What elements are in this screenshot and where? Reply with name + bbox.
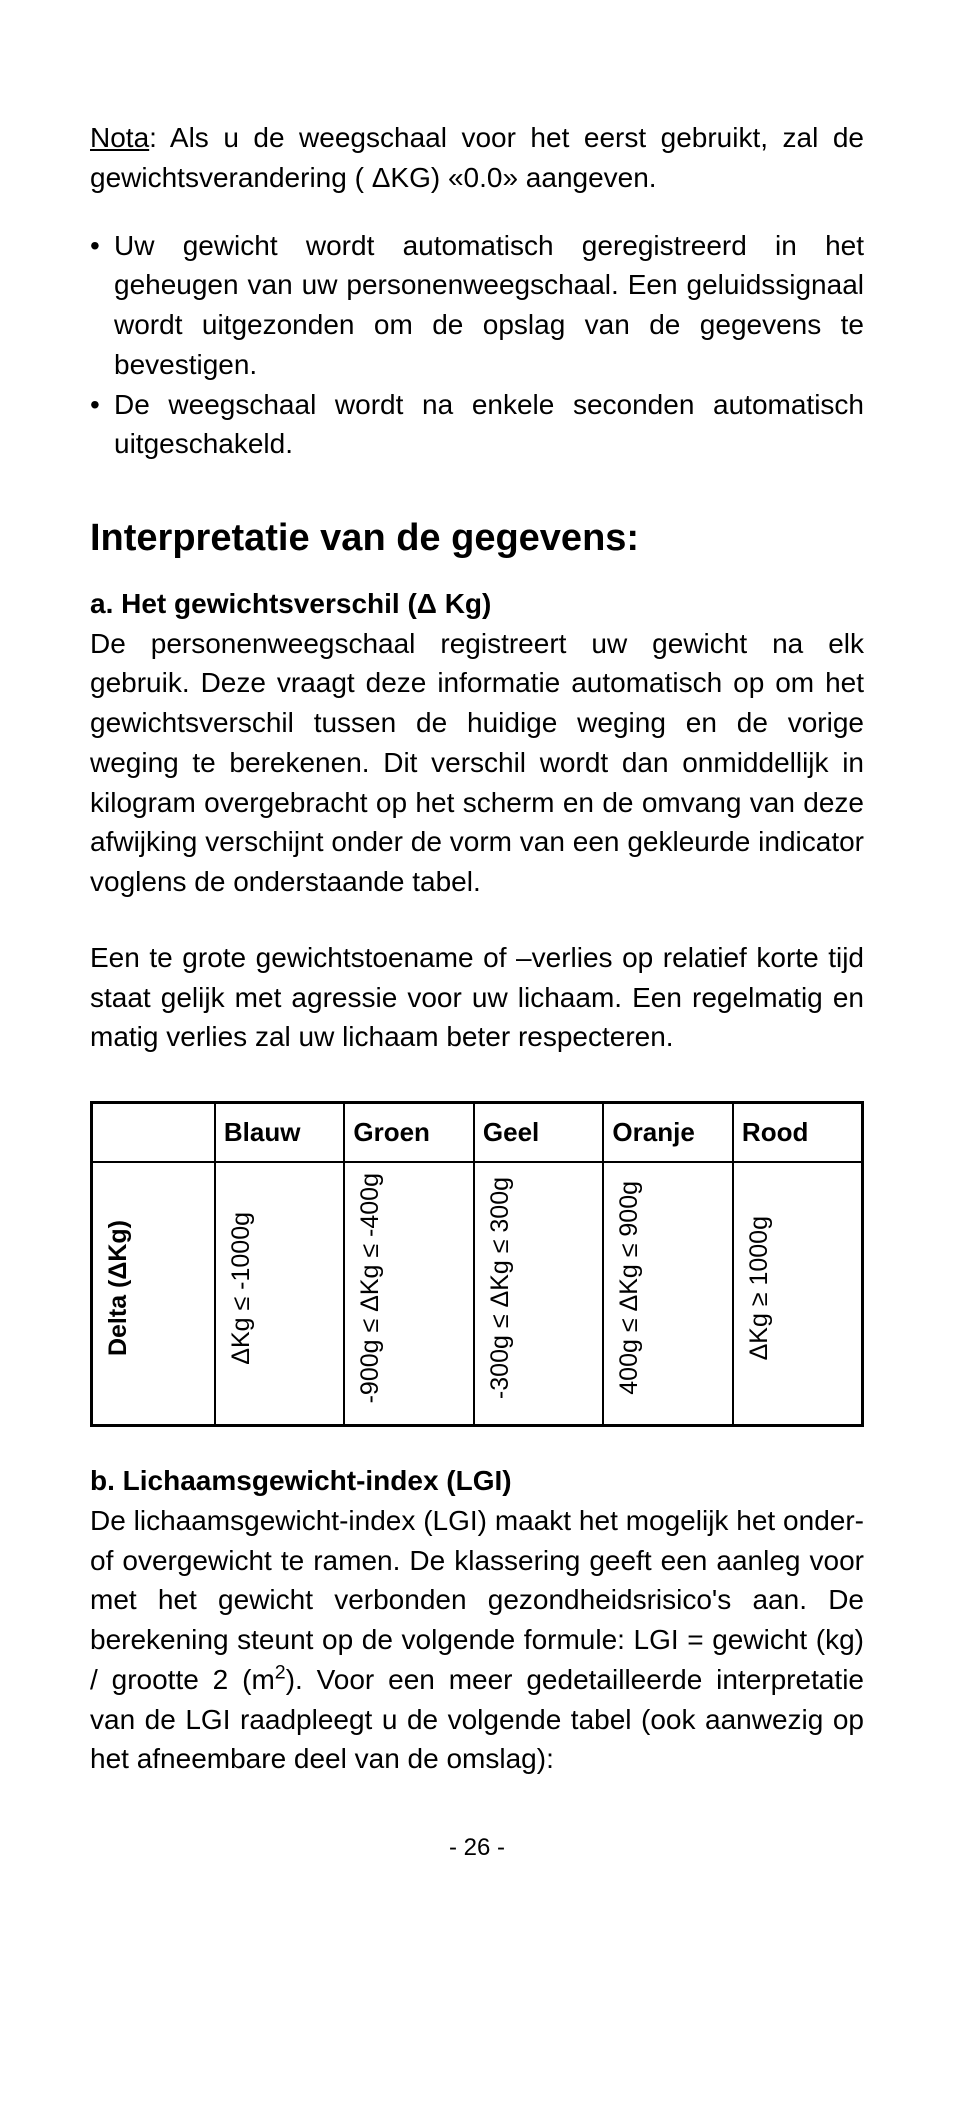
- paragraph-a1: De personenweegschaal registreert uw gew…: [90, 624, 864, 902]
- page-number: - 26 -: [90, 1831, 864, 1865]
- list-item: Uw gewicht wordt automatisch geregistree…: [90, 226, 864, 385]
- value-text: ΔKg ≥ 1000g: [742, 1216, 853, 1360]
- value-text: -900g ≤ ΔKg ≤ -400g: [353, 1173, 465, 1403]
- value-text: 400g ≤ ΔKg ≤ 900g: [612, 1181, 724, 1395]
- value-cell: ΔKg ≥ 1000g: [733, 1162, 863, 1425]
- value-cell: -300g ≤ ΔKg ≤ 300g: [474, 1162, 604, 1425]
- value-cell: ΔKg ≤ -1000g: [215, 1162, 345, 1425]
- header-cell: Rood: [733, 1103, 863, 1162]
- value-cell: -900g ≤ ΔKg ≤ -400g: [344, 1162, 474, 1425]
- section-title: Interpretatie van de gegevens:: [90, 512, 864, 566]
- nota-paragraph: Nota: Als u de weegschaal voor het eerst…: [90, 118, 864, 198]
- header-empty: [92, 1103, 215, 1162]
- paragraph-b: De lichaamsgewicht-index (LGI) maakt het…: [90, 1501, 864, 1779]
- bullet-list: Uw gewicht wordt automatisch geregistree…: [90, 226, 864, 465]
- table-row: Delta (ΔKg) ΔKg ≤ -1000g -900g ≤ ΔKg ≤ -…: [92, 1162, 863, 1425]
- superscript-2: 2: [275, 1661, 286, 1683]
- row-label-cell: Delta (ΔKg): [92, 1162, 215, 1425]
- table-header-row: Blauw Groen Geel Oranje Rood: [92, 1103, 863, 1162]
- nota-label: Nota: [90, 122, 149, 153]
- header-cell: Groen: [344, 1103, 474, 1162]
- list-item: De weegschaal wordt na enkele seconden a…: [90, 385, 864, 465]
- value-text: -300g ≤ ΔKg ≤ 300g: [483, 1177, 595, 1399]
- subheading-b: b. Lichaamsgewicht-index (LGI): [90, 1461, 864, 1501]
- row-label: Delta (ΔKg): [101, 1220, 206, 1356]
- paragraph-a2: Een te grote gewichtstoename of –verlies…: [90, 938, 864, 1057]
- header-cell: Blauw: [215, 1103, 345, 1162]
- header-cell: Geel: [474, 1103, 604, 1162]
- delta-table: Blauw Groen Geel Oranje Rood Delta (ΔKg)…: [90, 1101, 864, 1427]
- subheading-a: a. Het gewichtsverschil (Δ Kg): [90, 584, 864, 624]
- nota-text: : Als u de weegschaal voor het eerst geb…: [90, 122, 864, 193]
- header-cell: Oranje: [603, 1103, 733, 1162]
- value-text: ΔKg ≤ -1000g: [224, 1212, 336, 1365]
- value-cell: 400g ≤ ΔKg ≤ 900g: [603, 1162, 733, 1425]
